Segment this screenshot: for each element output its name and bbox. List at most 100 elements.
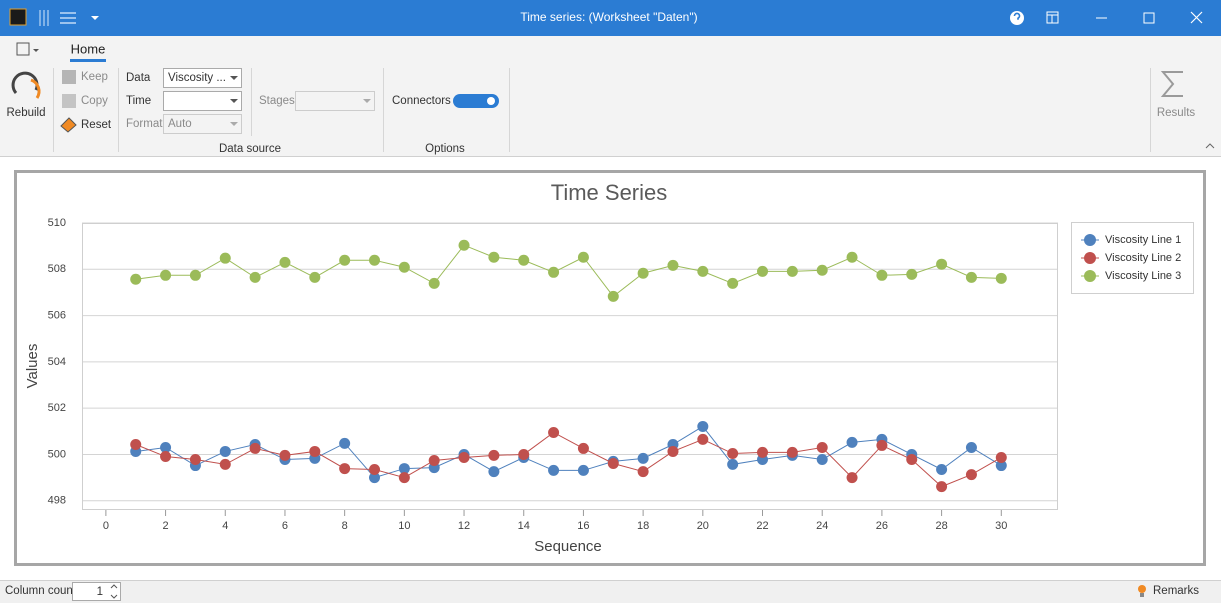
x-tick-label: 20 [697,520,709,532]
layout-icon[interactable] [39,10,49,26]
x-tick-label: 26 [876,520,888,532]
data-point [518,448,530,460]
help-glyph [1013,12,1021,20]
x-tick-label: 24 [816,520,828,532]
data-point [518,254,530,266]
data-point [219,445,231,457]
time-combo[interactable] [163,91,242,111]
app-icon [9,8,27,26]
legend-label: Viscosity Line 2 [1105,252,1181,264]
data-point [160,442,172,454]
x-tick-label: 10 [398,520,410,532]
data-point [727,448,739,460]
data-combo-value: Viscosity ... [168,72,226,84]
x-tick-label: 0 [103,520,109,532]
reset-button[interactable]: Reset [81,119,112,131]
data-point [398,463,410,475]
data-point [219,252,231,264]
data-point [906,454,918,466]
data-point [816,442,828,454]
data-point [428,277,440,289]
data-point [936,258,948,270]
format-combo[interactable] [163,114,242,134]
plot-border [82,223,1058,510]
remarks-icon-base [1140,593,1144,597]
data-point [697,420,709,432]
data-point [786,265,798,277]
data-point [876,269,888,281]
data-point [160,451,172,463]
connectors-label: Connectors [392,95,451,107]
data-point [906,268,918,280]
data-point [607,457,619,469]
data-point [369,463,381,475]
data-point [249,271,261,283]
rebuild-button[interactable]: Rebuild [7,107,46,119]
results-button[interactable]: Results [1157,107,1196,119]
data-point [816,264,828,276]
data-point [339,254,351,266]
stages-label: Stages [259,95,295,107]
data-point [667,445,679,457]
group-label: Options [425,143,465,155]
data-point [637,466,649,478]
window-title: Time series: (Worksheet "Daten") [520,10,697,24]
data-point [757,265,769,277]
maximize-button[interactable] [1143,12,1155,24]
legend-label: Viscosity Line 1 [1105,234,1181,246]
remarks-button[interactable]: Remarks [1153,585,1199,597]
data-point [488,466,500,478]
copy-button[interactable]: Copy [81,95,108,107]
data-point [816,454,828,466]
remarks-icon [1138,585,1146,593]
data-point [369,472,381,484]
file-menu-icon[interactable] [16,42,30,56]
combo-arrow [230,76,238,80]
help-button[interactable] [1010,11,1024,25]
spinner-arrows[interactable] [110,584,118,599]
keep-button[interactable]: Keep [81,71,108,83]
column-count-spinner[interactable] [72,582,121,601]
menu-icon[interactable] [60,12,76,24]
y-tick-label: 510 [48,217,66,229]
data-point [965,442,977,454]
data-point [995,460,1007,472]
results-icon [1160,71,1183,97]
data-point [130,273,142,285]
keep-icon [62,70,76,84]
data-point [846,436,858,448]
toggle-knob [487,97,495,105]
restore-layout-glyph [1047,14,1058,23]
data-point [965,469,977,481]
data-point [369,254,381,266]
data-combo[interactable] [163,68,242,88]
data-label: Data [126,72,151,84]
data-point [189,269,201,281]
data-point [667,259,679,271]
data-point [309,445,321,457]
column-count-label: Column count [5,585,77,597]
y-tick-label: 504 [48,356,66,368]
ribbon-tab[interactable]: Home [71,41,106,56]
data-point [995,272,1007,284]
file-menu-arrow [33,49,39,52]
quick-access-dropdown[interactable] [91,16,99,20]
close-button[interactable] [1190,11,1203,24]
connectors-toggle[interactable] [453,94,499,108]
legend-marker [1084,252,1096,264]
data-point [965,271,977,283]
data-point [577,251,589,263]
combo-arrow [230,122,238,126]
data-point [548,426,560,438]
data-point [757,446,769,458]
collapse-ribbon[interactable] [1205,143,1215,149]
data-point [577,464,589,476]
x-tick-label: 4 [222,520,228,532]
data-point [727,277,739,289]
stages-combo[interactable] [295,91,375,111]
y-tick-label: 502 [48,402,66,414]
x-tick-label: 6 [282,520,288,532]
